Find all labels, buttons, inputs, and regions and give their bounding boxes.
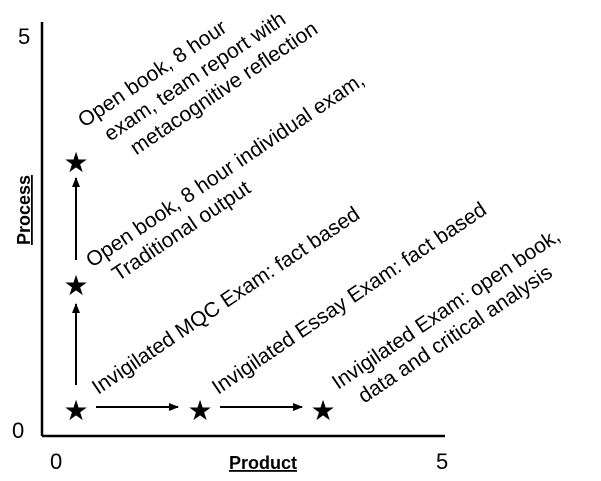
star-open-critical: ★ [310,394,335,427]
x-axis-title: Product [229,453,297,473]
x-axis-max-label: 5 [436,449,448,474]
x-axis-min-label: 0 [50,449,62,474]
star-open-team: ★ [63,146,88,179]
star-mcq: ★ [63,394,88,427]
y-axis-min-label: 0 [12,418,24,443]
star-essay: ★ [187,394,212,427]
label-open-critical-line1: Invigilated Exam: open book, [328,224,564,394]
label-open-team: Open book, 8 hour exam, team report with… [74,7,322,159]
star-open-individual: ★ [63,269,88,302]
label-open-critical: Invigilated Exam: open book, data and cr… [328,224,564,408]
y-axis-title: Process [14,175,34,245]
y-axis-max-label: 5 [18,24,30,49]
